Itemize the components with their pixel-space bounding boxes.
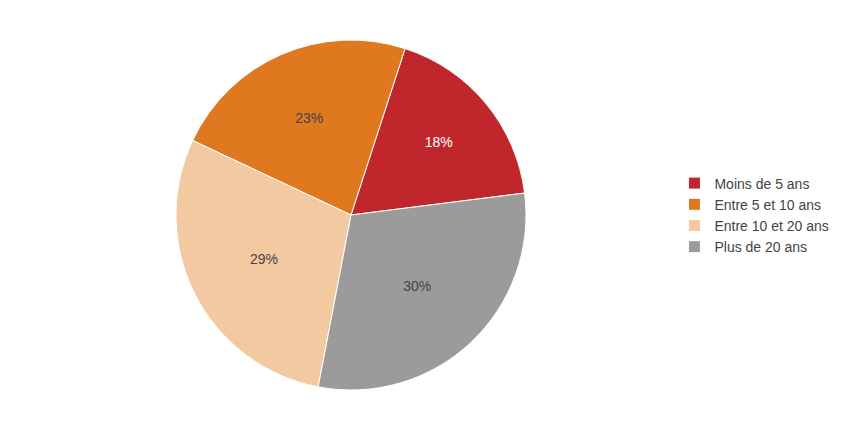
svg-text:Moins de 5 ans: Moins de 5 ans (714, 176, 809, 192)
svg-text:Plus de 20 ans: Plus de 20 ans (714, 239, 807, 255)
svg-text:Entre 5 et 10 ans: Entre 5 et 10 ans (714, 197, 821, 213)
svg-text:30%: 30% (403, 278, 431, 294)
svg-text:29%: 29% (250, 251, 278, 267)
svg-text:23%: 23% (295, 110, 323, 126)
svg-text:Entre 10 et 20 ans: Entre 10 et 20 ans (714, 218, 828, 234)
svg-text:18%: 18% (425, 134, 453, 150)
